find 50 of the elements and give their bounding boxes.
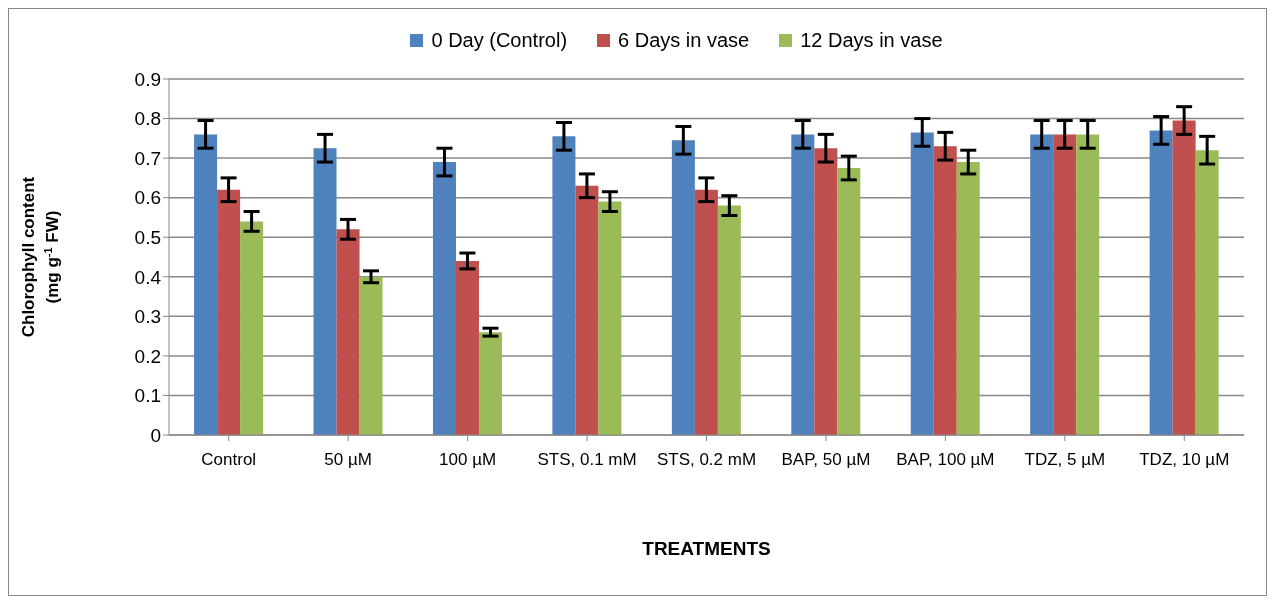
bar	[194, 134, 218, 435]
bar	[313, 148, 337, 435]
x-tick-label: 50 µM	[324, 450, 372, 469]
bar	[694, 189, 718, 435]
x-tick-label: BAP, 50 µM	[781, 450, 871, 469]
y-tick-label: 0.7	[134, 147, 161, 169]
bar	[814, 148, 838, 435]
bar	[791, 134, 815, 435]
bar	[1172, 120, 1196, 435]
bar	[837, 168, 861, 435]
bar	[1076, 134, 1100, 435]
bar	[240, 221, 264, 435]
bar	[575, 185, 599, 435]
x-tick-label: STS, 0.1 mM	[537, 450, 637, 469]
bar	[598, 201, 622, 435]
legend-label: 12 Days in vase	[799, 29, 943, 52]
x-axis-title: TREATMENTS	[642, 538, 771, 559]
x-tick-label: TDZ, 10 µM	[1139, 450, 1230, 469]
bar	[1195, 150, 1219, 435]
bar	[432, 162, 456, 435]
x-tick-label: Control	[201, 450, 257, 469]
bar	[217, 189, 241, 435]
y-tick-label: 0.9	[134, 68, 161, 90]
bar	[717, 205, 741, 435]
y-tick-label: 0.3	[134, 306, 161, 328]
x-tick-label: STS, 0.2 mM	[656, 450, 757, 469]
bar	[1030, 134, 1054, 435]
bar	[1053, 134, 1077, 435]
y-tick-label: 0.2	[134, 345, 161, 367]
bar	[552, 136, 576, 435]
legend-label: 6 Days in vase	[617, 29, 750, 52]
bar	[1149, 130, 1173, 435]
bar	[359, 276, 383, 435]
x-tick-label: 100 µM	[439, 450, 497, 469]
bar	[671, 140, 695, 435]
y-tick-label: 0	[150, 424, 161, 446]
y-tick-label: 0.1	[134, 385, 161, 407]
bar	[956, 162, 980, 435]
bar	[336, 229, 360, 435]
legend-label: 0 Day (Control)	[430, 29, 568, 52]
bar	[478, 332, 502, 435]
y-tick-label: 0.8	[134, 108, 161, 130]
y-tick-label: 0.6	[134, 187, 161, 209]
x-tick-label: BAP, 100 µM	[896, 450, 995, 469]
y-tick-label: 0.5	[134, 226, 161, 248]
bar	[910, 132, 934, 435]
bar	[455, 260, 479, 435]
bar	[933, 146, 957, 435]
y-tick-label: 0.4	[134, 266, 162, 288]
x-tick-label: TDZ, 5 µM	[1024, 450, 1106, 469]
